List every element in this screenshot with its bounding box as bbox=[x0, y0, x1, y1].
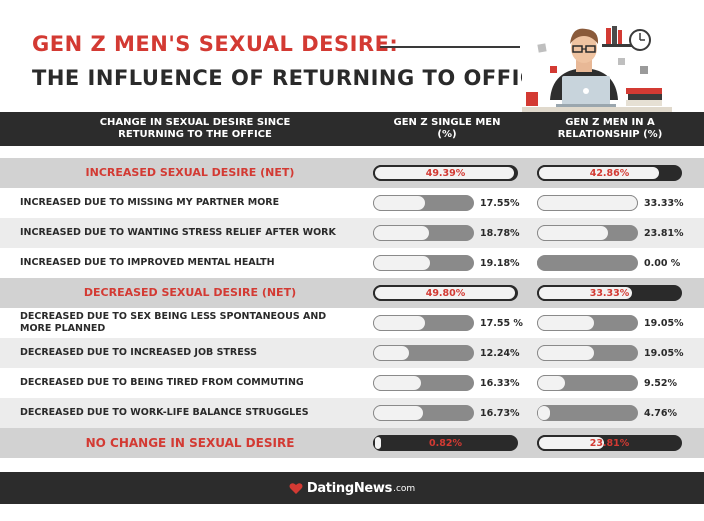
table-row: INCREASED DUE TO MISSING MY PARTNER MORE… bbox=[0, 188, 704, 218]
title-line-1: GEN Z MEN'S SEXUAL DESIRE: bbox=[32, 32, 399, 56]
single-bar bbox=[373, 375, 474, 391]
relationship-bar-fill bbox=[537, 195, 638, 211]
relationship-bar-fill bbox=[537, 435, 607, 451]
single-bar-fill bbox=[373, 285, 518, 301]
footer-bar: DatingNews .com bbox=[0, 472, 704, 504]
relationship-bar bbox=[537, 255, 638, 271]
single-bar bbox=[373, 315, 474, 331]
relationship-bar-fill bbox=[537, 255, 539, 271]
table-row: INCREASED DUE TO IMPROVED MENTAL HEALTH 1… bbox=[0, 248, 704, 278]
relationship-value-label: 9.52% bbox=[644, 377, 677, 389]
table-row-net: NO CHANGE IN SEXUAL DESIRE 0.82% 23.81% bbox=[0, 428, 704, 458]
table-row: DECREASED DUE TO SEX BEING LESS SPONTANE… bbox=[0, 308, 704, 338]
single-bar: 49.80% bbox=[373, 285, 518, 301]
heart-logo-icon bbox=[289, 482, 303, 494]
relationship-bar bbox=[537, 225, 638, 241]
table-row: DECREASED DUE TO WORK-LIFE BALANCE STRUG… bbox=[0, 398, 704, 428]
table-row-net: INCREASED SEXUAL DESIRE (NET) 49.39% 42.86… bbox=[0, 158, 704, 188]
relationship-bar bbox=[537, 195, 638, 211]
relationship-bar bbox=[537, 315, 638, 331]
single-value-label: 49.80% bbox=[425, 287, 466, 299]
table-row: INCREASED DUE TO WANTING STRESS RELIEF A… bbox=[0, 218, 704, 248]
header-description: CHANGE IN SEXUAL DESIRE SINCE RETURNING … bbox=[99, 117, 291, 140]
row-label: INCREASED DUE TO IMPROVED MENTAL HEALTH bbox=[20, 257, 275, 268]
single-bar bbox=[373, 225, 474, 241]
footer-brand: DatingNews bbox=[306, 480, 393, 496]
relationship-bar-fill bbox=[537, 165, 662, 181]
single-bar bbox=[373, 195, 474, 211]
row-label: DECREASED DUE TO INCREASED JOB STRESS bbox=[20, 347, 257, 358]
single-bar-fill bbox=[373, 345, 411, 361]
single-value-label: 18.78% bbox=[480, 227, 520, 239]
single-bar-fill bbox=[373, 405, 424, 421]
relationship-value-label: 23.81% bbox=[644, 227, 684, 239]
relationship-bar bbox=[537, 345, 638, 361]
relationship-bar: 42.86% bbox=[537, 165, 682, 181]
single-value-label: 16.73% bbox=[480, 407, 520, 419]
single-bar-fill bbox=[373, 315, 427, 331]
relationship-value-label: 0.00 % bbox=[644, 257, 681, 269]
single-bar: 0.82% bbox=[373, 435, 518, 451]
single-value-label: 17.55 % bbox=[480, 317, 523, 329]
relationship-value-label: 19.05% bbox=[644, 317, 684, 329]
table-row: DECREASED DUE TO BEING TIRED FROM COMMUT… bbox=[0, 368, 704, 398]
row-label: INCREASED DUE TO MISSING MY PARTNER MORE bbox=[20, 197, 280, 208]
header-relationship-men: GEN Z MEN IN A RELATIONSHIP (%) bbox=[557, 117, 663, 140]
footer-tld: .com bbox=[393, 484, 416, 494]
single-value-label: 12.24% bbox=[480, 347, 520, 359]
single-bar bbox=[373, 345, 474, 361]
table-header: CHANGE IN SEXUAL DESIRE SINCE RETURNING … bbox=[0, 112, 704, 146]
office-worker-illustration bbox=[522, 14, 672, 112]
relationship-bar-fill bbox=[537, 345, 595, 361]
row-label: DECREASED DUE TO BEING TIRED FROM COMMUT… bbox=[20, 377, 304, 388]
row-label: INCREASED SEXUAL DESIRE (NET) bbox=[85, 166, 295, 179]
row-label: DECREASED DUE TO SEX BEING LESS SPONTANE… bbox=[20, 311, 327, 334]
single-value-label: 17.55% bbox=[480, 197, 520, 209]
relationship-value-label: 19.05% bbox=[644, 347, 684, 359]
single-bar-fill bbox=[373, 195, 427, 211]
single-bar-fill bbox=[373, 435, 383, 451]
relationship-value-label: 4.76% bbox=[644, 407, 677, 419]
data-table: INCREASED SEXUAL DESIRE (NET) 49.39% 42.86… bbox=[0, 158, 704, 458]
single-bar: 49.39% bbox=[373, 165, 518, 181]
row-label: DECREASED DUE TO WORK-LIFE BALANCE STRUG… bbox=[20, 407, 309, 418]
header-single-men: GEN Z SINGLE MEN (%) bbox=[393, 117, 501, 140]
relationship-bar-fill bbox=[537, 405, 552, 421]
row-label: NO CHANGE IN SEXUAL DESIRE bbox=[85, 436, 295, 450]
title-line-2: THE INFLUENCE OF RETURNING TO OFFICE bbox=[32, 66, 551, 90]
relationship-bar bbox=[537, 405, 638, 421]
single-value-label: 16.33% bbox=[480, 377, 520, 389]
table-row: DECREASED DUE TO INCREASED JOB STRESS 12.… bbox=[0, 338, 704, 368]
single-bar-fill bbox=[373, 375, 423, 391]
relationship-bar-fill bbox=[537, 315, 595, 331]
single-value-label: 19.18% bbox=[480, 257, 520, 269]
single-bar-fill bbox=[373, 255, 432, 271]
relationship-value-label: 23.81% bbox=[589, 437, 630, 449]
relationship-bar-fill bbox=[537, 285, 634, 301]
single-bar-fill bbox=[373, 225, 430, 241]
row-label: DECREASED SEXUAL DESIRE (NET) bbox=[83, 286, 297, 299]
relationship-value-label: 33.33% bbox=[644, 197, 684, 209]
single-value-label: 49.39% bbox=[425, 167, 466, 179]
relationship-bar: 33.33% bbox=[537, 285, 682, 301]
relationship-bar-fill bbox=[537, 375, 566, 391]
single-bar bbox=[373, 255, 474, 271]
single-bar bbox=[373, 405, 474, 421]
relationship-value-label: 42.86% bbox=[589, 167, 630, 179]
table-row-net: DECREASED SEXUAL DESIRE (NET) 49.80% 33.33… bbox=[0, 278, 704, 308]
relationship-bar-fill bbox=[537, 225, 610, 241]
row-label: INCREASED DUE TO WANTING STRESS RELIEF A… bbox=[20, 227, 336, 238]
single-bar-fill bbox=[373, 165, 517, 181]
relationship-bar: 23.81% bbox=[537, 435, 682, 451]
single-value-label: 0.82% bbox=[429, 437, 462, 449]
title-divider bbox=[380, 46, 520, 48]
relationship-bar bbox=[537, 375, 638, 391]
relationship-value-label: 33.33% bbox=[589, 287, 630, 299]
